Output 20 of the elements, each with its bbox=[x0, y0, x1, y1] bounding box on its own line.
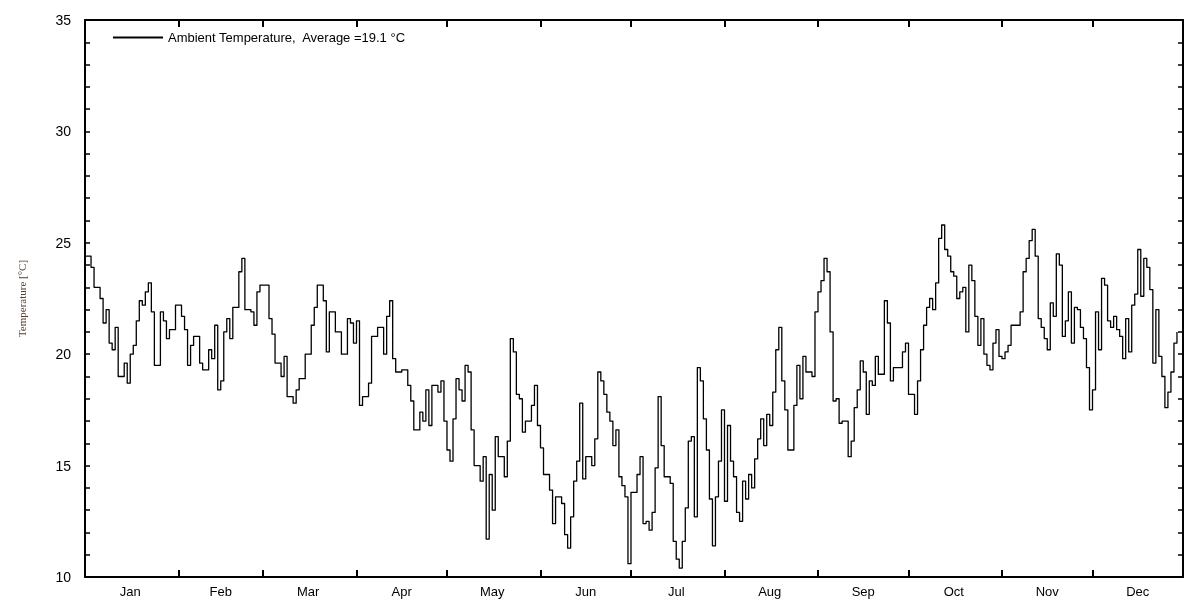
x-tick-label: Jul bbox=[667, 584, 685, 599]
y-tick-label: 35 bbox=[55, 12, 72, 28]
x-tick-label: Dec bbox=[1126, 584, 1150, 599]
x-tick-label: Sep bbox=[851, 584, 875, 599]
y-axis-title: Temperature [°C] bbox=[15, 259, 28, 338]
y-tick-label: 10 bbox=[55, 569, 72, 585]
legend-label: Ambient Temperature, Average =19.1 °C bbox=[168, 30, 406, 45]
x-tick-label: Mar bbox=[297, 584, 321, 599]
y-tick-label: 15 bbox=[55, 457, 72, 474]
x-tick-label: Jan bbox=[119, 584, 141, 599]
x-tick-label: Apr bbox=[391, 584, 413, 599]
y-tick-label: 30 bbox=[55, 123, 72, 140]
x-tick-label: Feb bbox=[209, 584, 232, 599]
x-tick-label: Nov bbox=[1035, 584, 1060, 599]
x-tick-label: Aug bbox=[758, 584, 782, 599]
x-tick-label: May bbox=[479, 584, 505, 599]
y-tick-label: 25 bbox=[55, 234, 72, 251]
x-tick-label: Jun bbox=[575, 584, 597, 599]
x-tick-label: Oct bbox=[943, 584, 965, 599]
y-tick-label: 20 bbox=[55, 346, 72, 363]
